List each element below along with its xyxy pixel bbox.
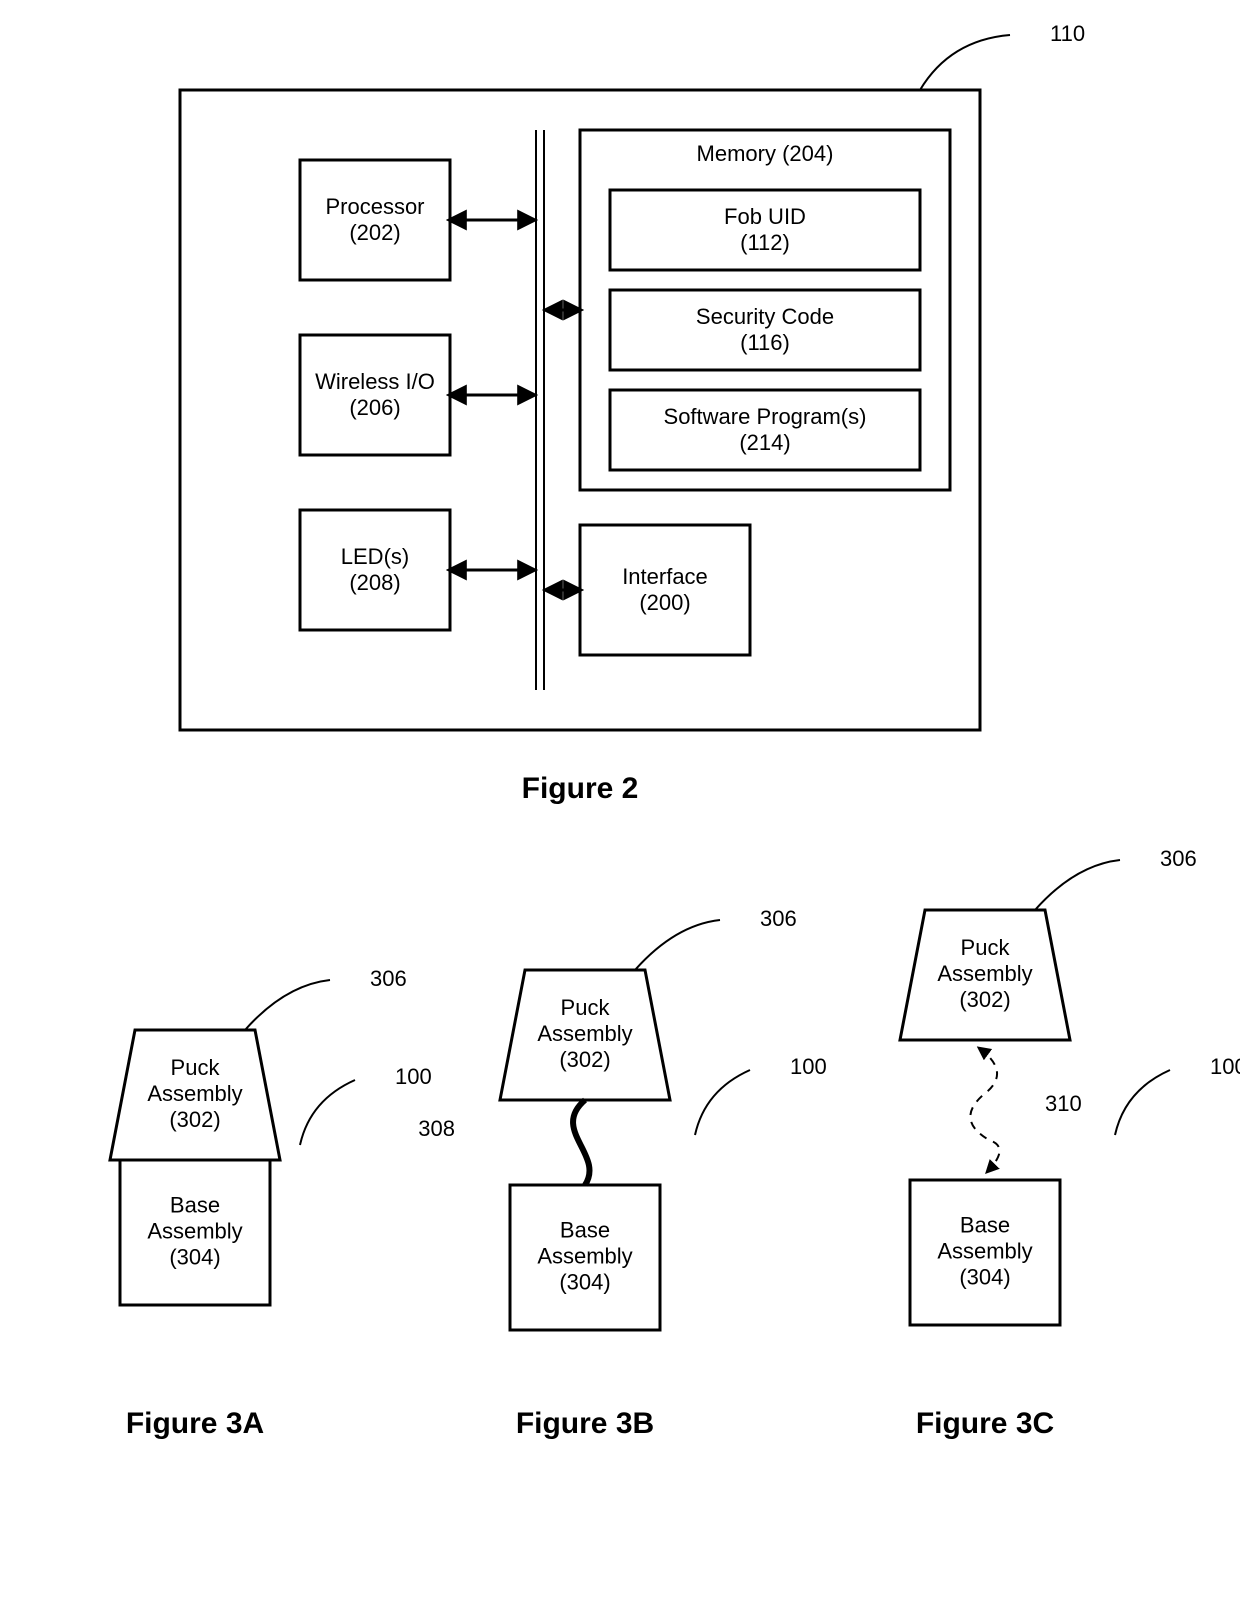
leader-306 <box>635 920 720 970</box>
memory-item-label-sw: Software Program(s) <box>664 404 867 429</box>
fig3c-base-label1: Base <box>960 1212 1010 1237</box>
leader-110 <box>920 35 1010 90</box>
fig3c-base-label2: Assembly <box>937 1238 1032 1263</box>
leader-100 <box>1115 1070 1170 1135</box>
fig3b-base-label2: Assembly <box>537 1243 632 1268</box>
fig3c-wireless-link <box>970 1048 999 1172</box>
ref-306: 306 <box>370 966 407 991</box>
page: 110 Processor(202) Wireless I/O(206) LED(s)… <box>0 0 1240 1615</box>
leader-306 <box>1035 860 1120 910</box>
figure-3b-caption: Figure 3B <box>516 1407 654 1440</box>
figure-2-caption: Figure 2 <box>522 772 639 805</box>
leader-100 <box>300 1080 355 1145</box>
fig3b-base-label3: (304) <box>559 1269 610 1294</box>
leader-100 <box>695 1070 750 1135</box>
label-leds: LED(s) <box>341 544 409 569</box>
ref-100: 100 <box>1210 1054 1240 1079</box>
ref-100: 100 <box>790 1054 827 1079</box>
memory-item-num-sec: (116) <box>740 330 790 355</box>
memory-item-num-sw: (214) <box>739 430 790 455</box>
interface-label: Interface <box>622 564 708 589</box>
ref-310: 310 <box>1045 1091 1082 1116</box>
fig3c-puck-label3: (302) <box>959 987 1010 1012</box>
memory-item-label-sec: Security Code <box>696 304 834 329</box>
memory-title: Memory (204) <box>697 141 834 166</box>
fig3a-base-label3: (304) <box>169 1244 220 1269</box>
figure-3a-caption: Figure 3A <box>126 1407 264 1440</box>
memory-item-num-fob: (112) <box>740 230 790 255</box>
fig3a-base-label2: Assembly <box>147 1218 242 1243</box>
interface-num: (200) <box>639 590 690 615</box>
ref-308: 308 <box>418 1116 455 1141</box>
fig3b-puck-label2: Assembly <box>537 1021 632 1046</box>
fig3b-base-label1: Base <box>560 1217 610 1242</box>
fig3b-tether <box>573 1100 589 1185</box>
label-wireless: Wireless I/O <box>315 369 435 394</box>
diagram-canvas: 110 Processor(202) Wireless I/O(206) LED(s)… <box>0 0 1240 1615</box>
label-processor: Processor <box>325 194 424 219</box>
ref-306: 306 <box>760 906 797 931</box>
label-leds-num: (208) <box>349 570 400 595</box>
figure-3c-caption: Figure 3C <box>916 1407 1054 1440</box>
fig3c-puck-label2: Assembly <box>937 961 1032 986</box>
ref-306: 306 <box>1160 846 1197 871</box>
fig3a-puck-label1: Puck <box>171 1055 221 1080</box>
label-processor-num: (202) <box>349 220 400 245</box>
fig3b-puck-label1: Puck <box>561 995 611 1020</box>
fig3b-puck-label3: (302) <box>559 1047 610 1072</box>
label-wireless-num: (206) <box>349 395 400 420</box>
ref-110: 110 <box>1050 21 1085 46</box>
fig3a-puck-label3: (302) <box>169 1107 220 1132</box>
leader-306 <box>245 980 330 1030</box>
ref-100: 100 <box>395 1064 432 1089</box>
fig3c-puck-label1: Puck <box>961 935 1011 960</box>
fig3c-base-label3: (304) <box>959 1264 1010 1289</box>
memory-item-label-fob: Fob UID <box>724 204 806 229</box>
fig3a-base-label1: Base <box>170 1192 220 1217</box>
fig3a-puck-label2: Assembly <box>147 1081 242 1106</box>
